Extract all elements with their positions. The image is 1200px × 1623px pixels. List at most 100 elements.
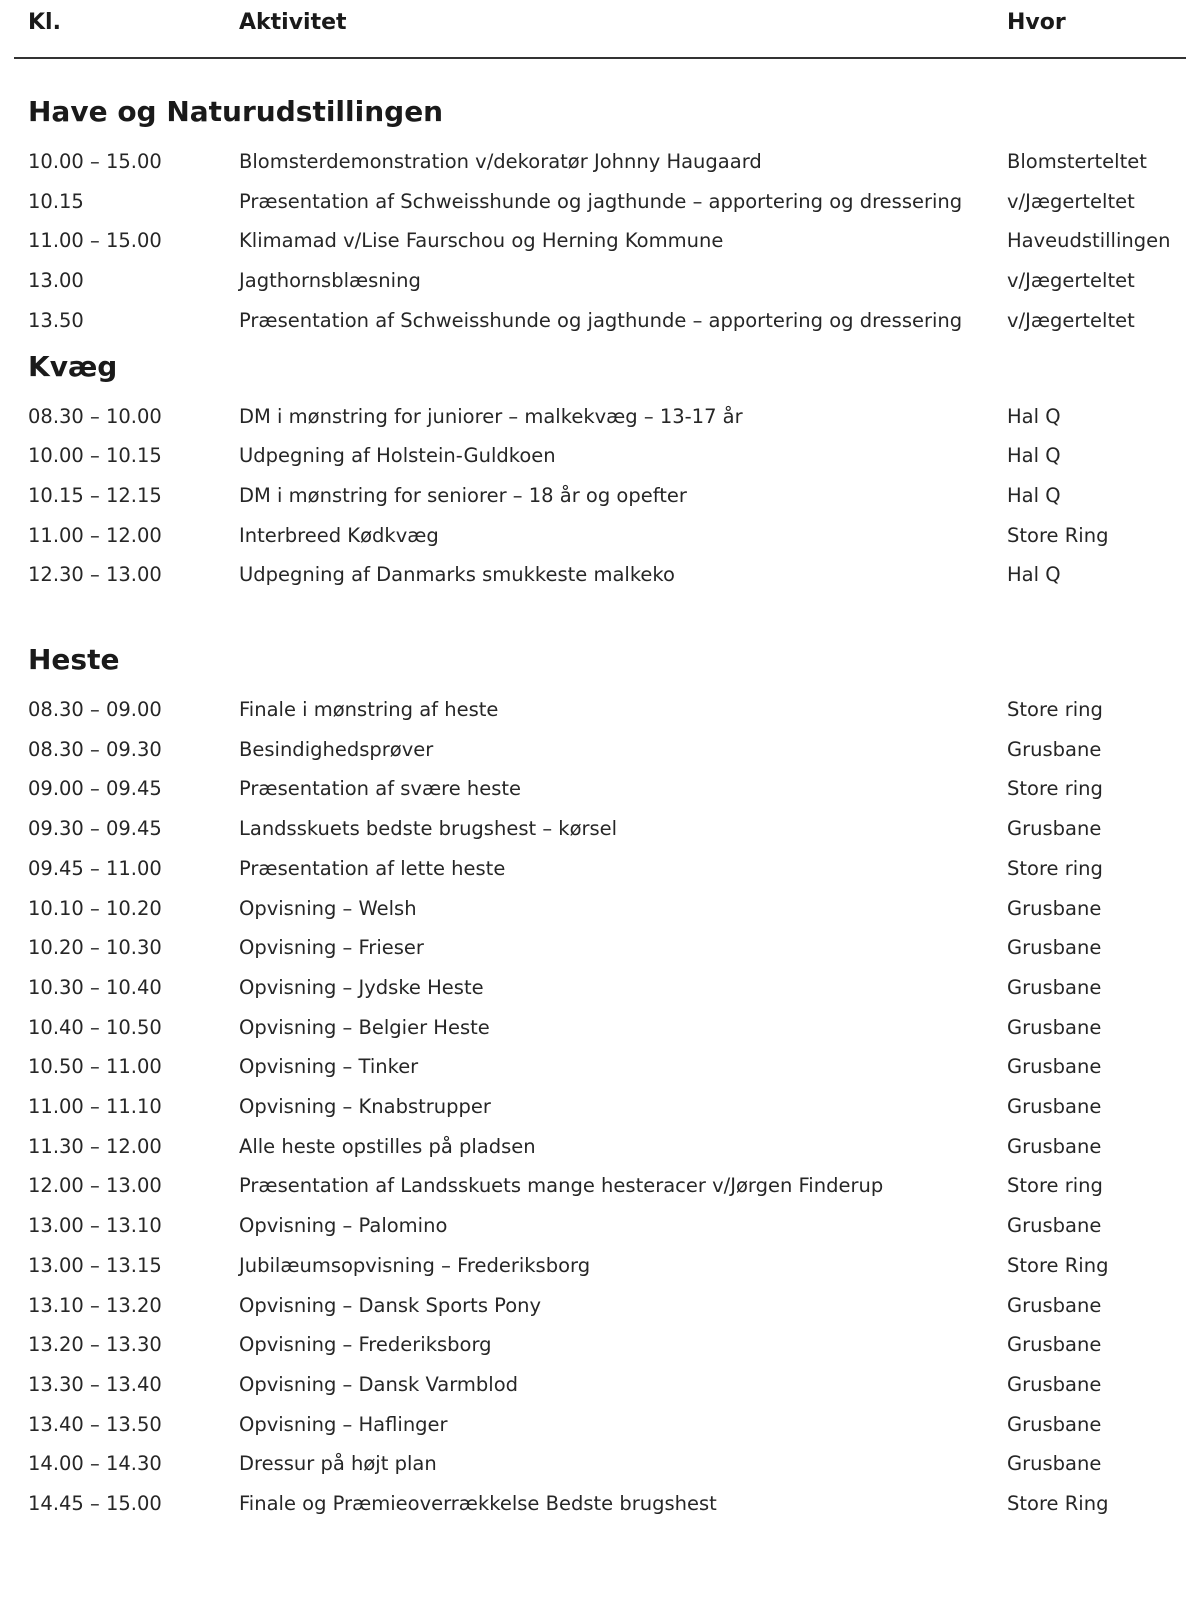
table-row: 12.00 – 13.00 Præsentation af Landsskuets… bbox=[28, 1166, 1200, 1206]
table-row: 08.30 – 10.00 DM i mønstring for juniorer… bbox=[28, 397, 1200, 437]
section-title: Kvæg bbox=[28, 349, 118, 383]
activity-cell: Opvisning – Knabstrupper bbox=[239, 1095, 491, 1119]
activity-cell: DM i mønstring for seniorer – 18 år og o… bbox=[239, 483, 687, 507]
table-row: 08.30 – 09.00 Finale i mønstring af heste… bbox=[28, 690, 1200, 730]
where-cell: Store ring bbox=[1007, 698, 1103, 722]
activity-cell: Dressur på højt plan bbox=[239, 1452, 437, 1476]
time-cell: 11.00 – 11.10 bbox=[28, 1095, 162, 1119]
schedule-section: Have og Naturudstillingen 10.00 – 15.00 Bl… bbox=[28, 87, 1200, 341]
activity-cell: DM i mønstring for juniorer – malkekvæg … bbox=[239, 404, 743, 428]
where-cell: Hal Q bbox=[1007, 483, 1061, 507]
table-row: 09.45 – 11.00 Præsentation af lette heste… bbox=[28, 849, 1200, 889]
activity-cell: Opvisning – Haflinger bbox=[239, 1412, 448, 1436]
time-cell: 13.30 – 13.40 bbox=[28, 1372, 162, 1396]
where-cell: Grusbane bbox=[1007, 817, 1102, 841]
where-cell: Grusbane bbox=[1007, 896, 1102, 920]
time-cell: 13.40 – 13.50 bbox=[28, 1412, 162, 1436]
table-row: 13.00 – 13.10 Opvisning – Palomino Grusban… bbox=[28, 1206, 1200, 1246]
activity-cell: Opvisning – Palomino bbox=[239, 1214, 448, 1238]
time-cell: 10.30 – 10.40 bbox=[28, 975, 162, 999]
table-row: 10.00 – 10.15 Udpegning af Holstein-Guldk… bbox=[28, 436, 1200, 476]
time-cell: 13.20 – 13.30 bbox=[28, 1333, 162, 1357]
where-cell: Haveudstillingen bbox=[1007, 229, 1171, 253]
activity-cell: Interbreed Kødkvæg bbox=[239, 523, 439, 547]
where-cell: Grusbane bbox=[1007, 1055, 1102, 1079]
time-cell: 11.00 – 15.00 bbox=[28, 229, 162, 253]
table-row: 09.00 – 09.45 Præsentation af svære heste… bbox=[28, 769, 1200, 809]
table-row: 13.40 – 13.50 Opvisning – Haflinger Grusba… bbox=[28, 1405, 1200, 1445]
activity-cell: Præsentation af svære heste bbox=[239, 777, 522, 801]
header-time: Kl. bbox=[28, 10, 61, 35]
header-where: Hvor bbox=[1007, 10, 1066, 35]
where-cell: Grusbane bbox=[1007, 1214, 1102, 1238]
where-cell: Store ring bbox=[1007, 856, 1103, 880]
where-cell: Grusbane bbox=[1007, 1452, 1102, 1476]
schedule: Have og Naturudstillingen 10.00 – 15.00 Bl… bbox=[0, 87, 1200, 1524]
time-cell: 10.15 bbox=[28, 189, 84, 213]
activity-cell: Udpegning af Danmarks smukkeste malkeko bbox=[239, 563, 675, 587]
table-row: 11.00 – 11.10 Opvisning – Knabstrupper Gru… bbox=[28, 1087, 1200, 1127]
section-title: Have og Naturudstillingen bbox=[28, 95, 444, 128]
schedule-section: Kvæg 08.30 – 10.00 DM i mønstring for juni… bbox=[28, 342, 1200, 596]
where-cell: Store Ring bbox=[1007, 1492, 1109, 1516]
table-row: 13.50 Præsentation af Schweisshunde og ja… bbox=[28, 301, 1200, 341]
activity-cell: Blomsterdemonstration v/dekoratør Johnny… bbox=[239, 150, 762, 173]
activity-cell: Jagthornsblæsning bbox=[239, 269, 421, 293]
where-cell: Store ring bbox=[1007, 1174, 1103, 1198]
activity-cell: Besindighedsprøver bbox=[239, 737, 434, 761]
table-row: 13.00 Jagthornsblæsning v/Jægerteltet bbox=[28, 261, 1200, 301]
time-cell: 11.00 – 12.00 bbox=[28, 523, 162, 547]
time-cell: 10.50 – 11.00 bbox=[28, 1055, 162, 1079]
table-row: 09.30 – 09.45 Landsskuets bedste brugshes… bbox=[28, 809, 1200, 849]
activity-cell: Præsentation af Schweisshunde og jagthun… bbox=[239, 308, 963, 332]
time-cell: 10.10 – 10.20 bbox=[28, 896, 162, 920]
where-cell: Grusbane bbox=[1007, 1412, 1102, 1436]
activity-cell: Jubilæumsopvisning – Frederiksborg bbox=[239, 1253, 591, 1277]
table-row: 13.10 – 13.20 Opvisning – Dansk Sports Po… bbox=[28, 1286, 1200, 1326]
time-cell: 12.00 – 13.00 bbox=[28, 1174, 162, 1198]
activity-cell: Finale i mønstring af heste bbox=[239, 698, 499, 722]
table-row: 11.30 – 12.00 Alle heste opstilles på pla… bbox=[28, 1127, 1200, 1167]
activity-cell: Finale og Præmieoverrækkelse Bedste brug… bbox=[239, 1492, 717, 1516]
where-cell: Blomsterteltet bbox=[1007, 150, 1147, 173]
time-cell: 10.15 – 12.15 bbox=[28, 483, 162, 507]
where-cell: Hal Q bbox=[1007, 444, 1061, 468]
activity-cell: Opvisning – Belgier Heste bbox=[239, 1015, 490, 1039]
table-row: 10.10 – 10.20 Opvisning – Welsh Grusbane bbox=[28, 889, 1200, 929]
where-cell: v/Jægerteltet bbox=[1007, 269, 1135, 293]
activity-cell: Opvisning – Welsh bbox=[239, 896, 417, 920]
table-row: 10.15 – 12.15 DM i mønstring for seniorer… bbox=[28, 476, 1200, 516]
where-cell: Store Ring bbox=[1007, 1253, 1109, 1277]
time-cell: 11.30 – 12.00 bbox=[28, 1134, 162, 1158]
activity-cell: Opvisning – Tinker bbox=[239, 1055, 419, 1079]
table-row: 13.00 – 13.15 Jubilæumsopvisning – Freder… bbox=[28, 1246, 1200, 1286]
table-row: 12.30 – 13.00 Udpegning af Danmarks smukk… bbox=[28, 555, 1200, 595]
where-cell: v/Jægerteltet bbox=[1007, 189, 1135, 213]
table-row: 10.15 Præsentation af Schweisshunde og ja… bbox=[28, 182, 1200, 222]
table-row: 14.45 – 15.00 Finale og Præmieoverrækkels… bbox=[28, 1484, 1200, 1524]
where-cell: Grusbane bbox=[1007, 936, 1102, 960]
schedule-section: Heste 08.30 – 09.00 Finale i mønstring af … bbox=[28, 635, 1200, 1524]
table-row: 11.00 – 15.00 Klimamad v/Lise Faurschou o… bbox=[28, 221, 1200, 261]
activity-cell: Opvisning – Dansk Varmblod bbox=[239, 1372, 519, 1396]
time-cell: 10.00 – 10.15 bbox=[28, 444, 162, 468]
activity-cell: Opvisning – Frederiksborg bbox=[239, 1333, 492, 1357]
where-cell: Grusbane bbox=[1007, 975, 1102, 999]
where-cell: Store Ring bbox=[1007, 523, 1109, 547]
where-cell: Grusbane bbox=[1007, 737, 1102, 761]
table-header: Kl. Aktivitet Hvor bbox=[14, 0, 1186, 59]
table-row: 10.30 – 10.40 Opvisning – Jydske Heste Gru… bbox=[28, 968, 1200, 1008]
where-cell: Grusbane bbox=[1007, 1333, 1102, 1357]
where-cell: Grusbane bbox=[1007, 1293, 1102, 1317]
section-title: Heste bbox=[28, 643, 120, 677]
activity-cell: Præsentation af Landsskuets mange hester… bbox=[239, 1174, 884, 1198]
activity-cell: Opvisning – Frieser bbox=[239, 936, 424, 960]
time-cell: 10.20 – 10.30 bbox=[28, 936, 162, 960]
activity-cell: Landsskuets bedste brugshest – kørsel bbox=[239, 817, 618, 841]
where-cell: Hal Q bbox=[1007, 563, 1061, 587]
activity-cell: Udpegning af Holstein-Guldkoen bbox=[239, 444, 556, 468]
time-cell: 08.30 – 09.00 bbox=[28, 698, 162, 722]
activity-cell: Opvisning – Dansk Sports Pony bbox=[239, 1293, 542, 1317]
where-cell: Grusbane bbox=[1007, 1372, 1102, 1396]
table-row: 14.00 – 14.30 Dressur på højt plan Grusban… bbox=[28, 1444, 1200, 1484]
